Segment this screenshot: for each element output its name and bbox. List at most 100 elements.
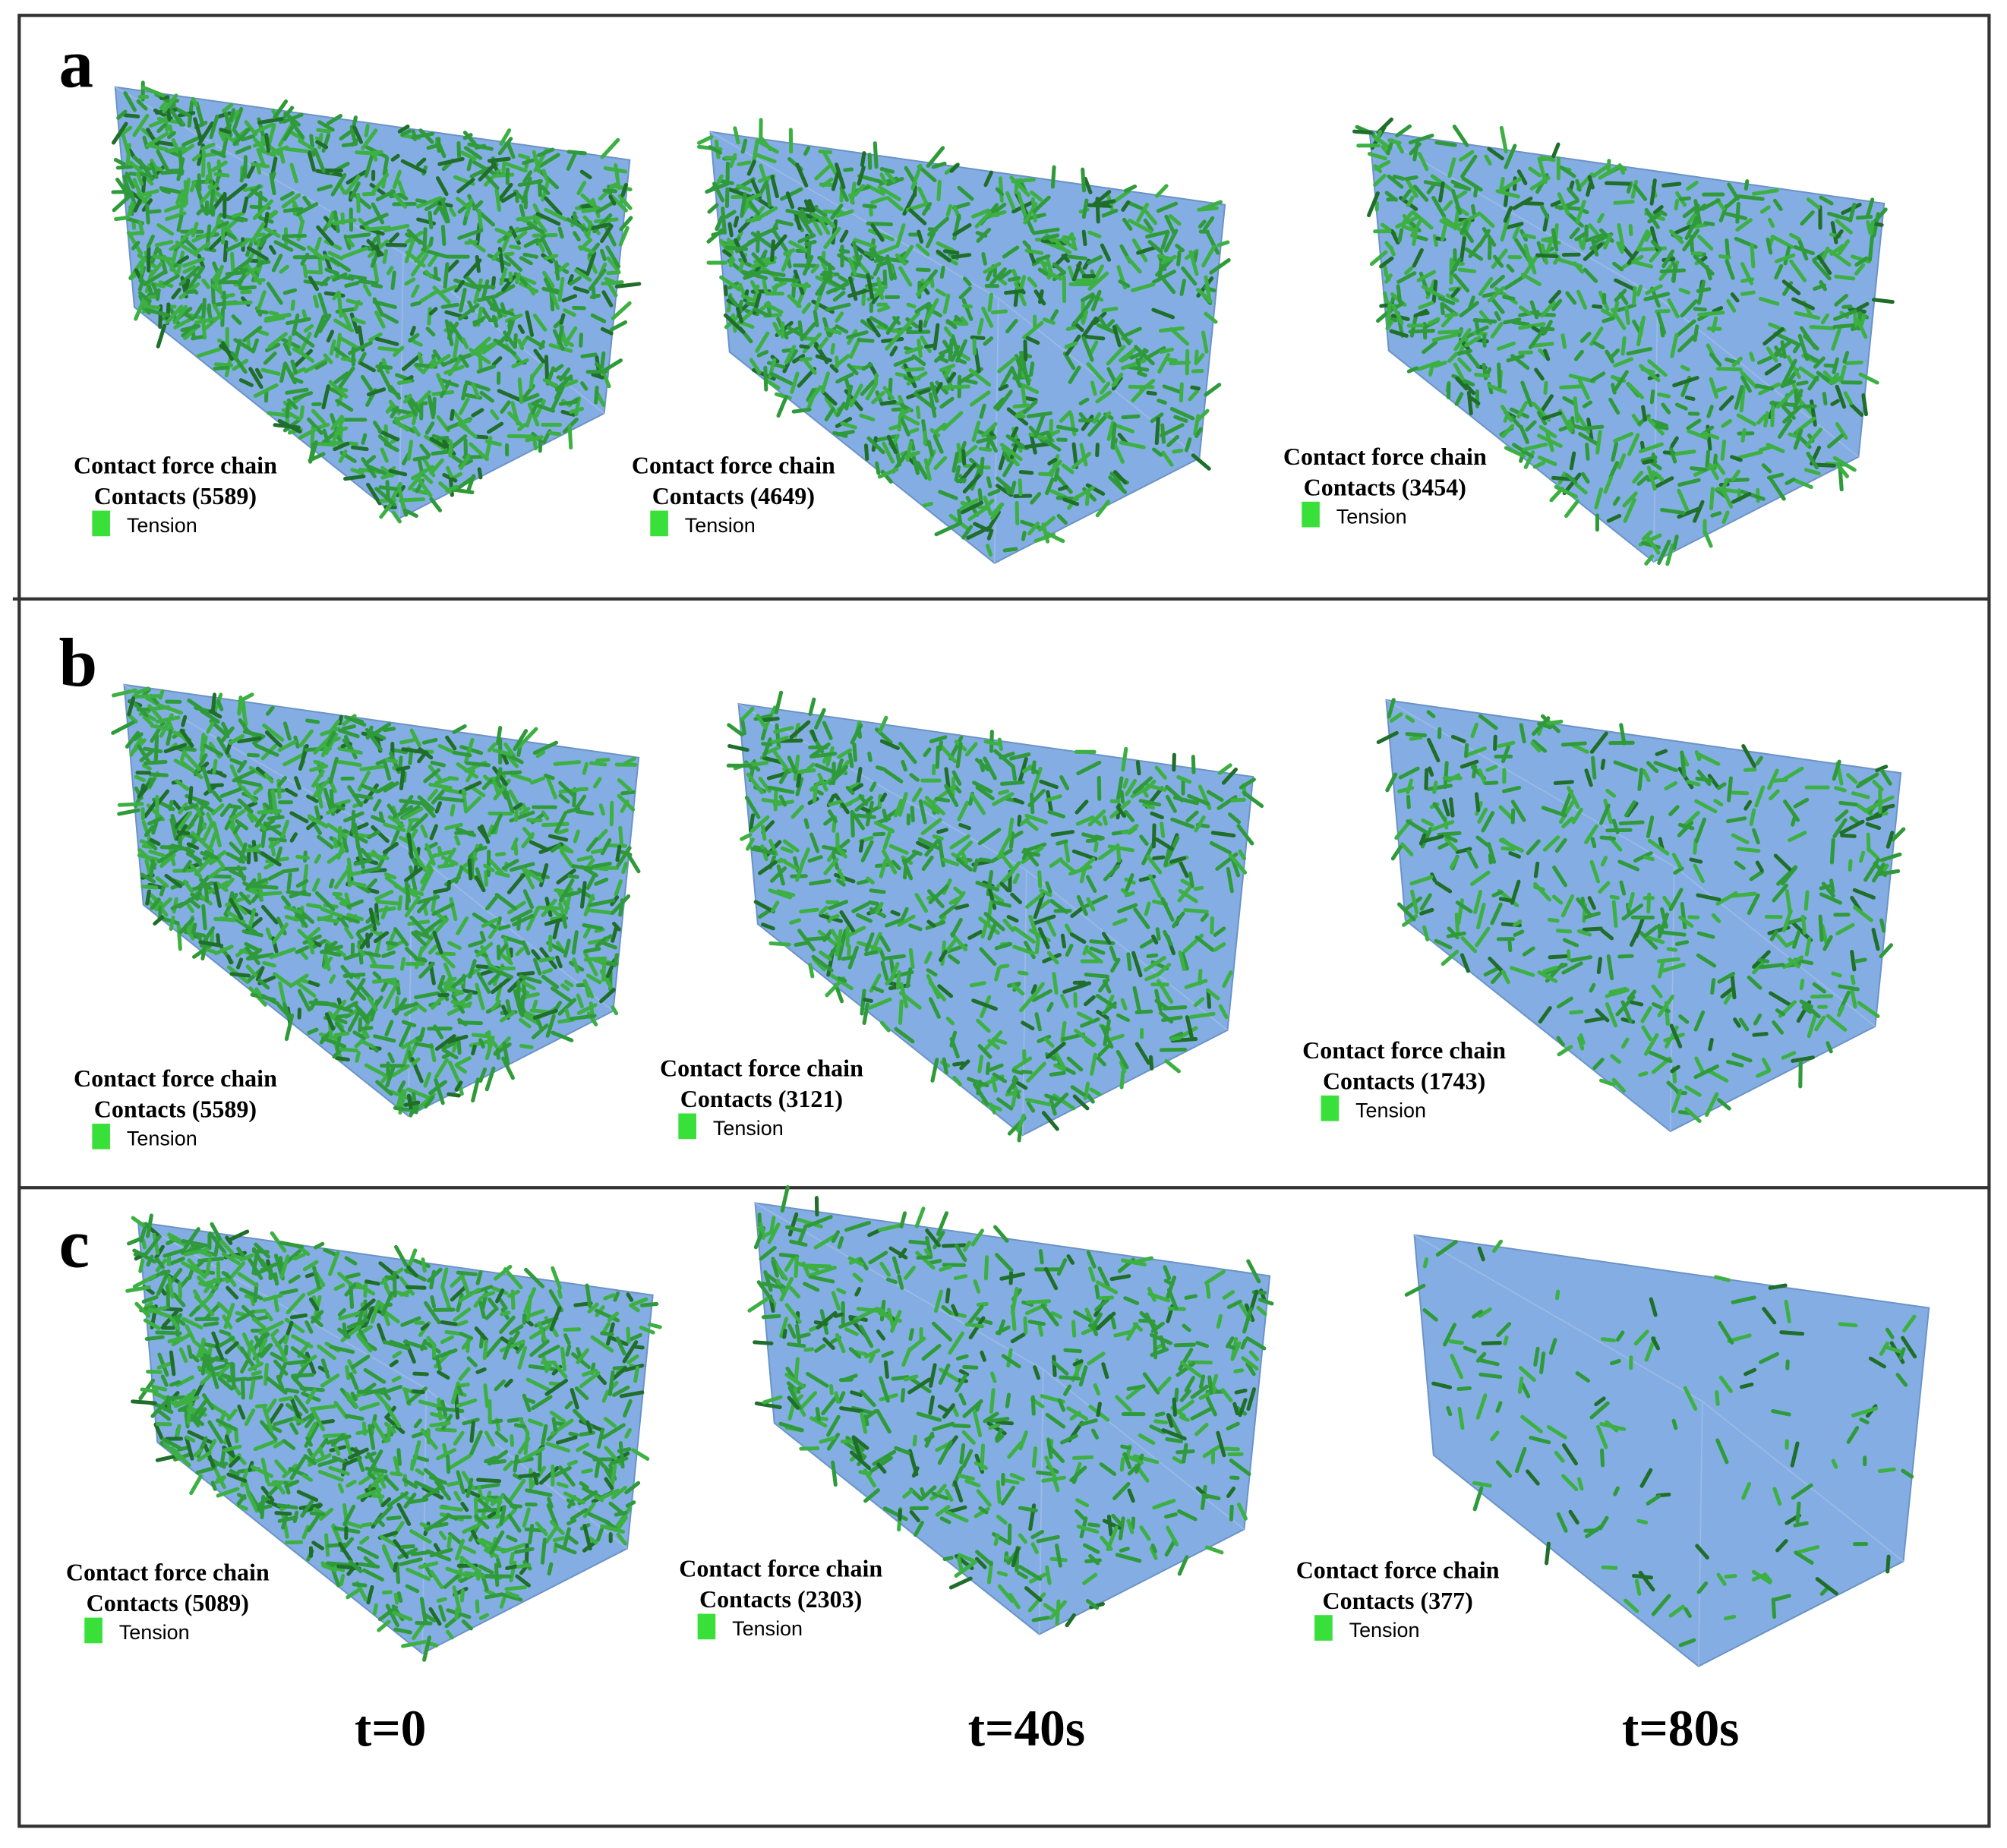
fiber	[376, 781, 394, 793]
fiber	[1404, 175, 1418, 181]
fiber	[977, 317, 984, 336]
fiber	[836, 402, 847, 418]
fiber	[1646, 761, 1659, 774]
fiber	[385, 1065, 396, 1088]
fiber	[210, 692, 217, 714]
fiber	[1836, 1004, 1845, 1017]
fiber	[397, 192, 409, 200]
fiber	[1409, 142, 1422, 156]
fiber	[204, 850, 219, 860]
fiber	[1752, 828, 1760, 845]
fiber	[1076, 1011, 1093, 1021]
fiber	[1022, 1049, 1027, 1064]
fiber	[212, 304, 223, 320]
fiber	[1569, 227, 1580, 240]
fiber	[848, 276, 858, 301]
fiber	[1042, 233, 1060, 241]
fiber	[454, 830, 475, 835]
fiber	[423, 768, 441, 784]
fiber	[1050, 309, 1059, 321]
fiber	[554, 260, 560, 281]
fiber	[403, 866, 423, 883]
fiber	[1112, 470, 1128, 485]
fiber	[1557, 1045, 1573, 1057]
fiber	[1196, 408, 1210, 422]
fiber	[155, 715, 181, 724]
fiber	[1462, 220, 1472, 238]
fiber	[1827, 434, 1844, 449]
fiber	[866, 318, 881, 338]
fiber	[1030, 984, 1037, 995]
fiber	[409, 915, 430, 936]
fiber	[431, 902, 455, 916]
fiber	[1665, 543, 1675, 566]
fiber	[1428, 766, 1434, 777]
fiber	[1671, 853, 1683, 869]
fiber	[1013, 281, 1027, 307]
fiber	[432, 349, 446, 367]
fiber	[1829, 372, 1840, 385]
fiber	[140, 189, 159, 197]
fiber	[595, 200, 617, 214]
fiber	[397, 125, 410, 134]
fiber	[1693, 1010, 1706, 1032]
fiber	[1074, 1028, 1097, 1047]
fiber	[434, 1034, 456, 1052]
fiber	[380, 905, 389, 919]
fiber	[412, 455, 431, 462]
fiber	[268, 840, 281, 849]
fiber	[147, 840, 158, 851]
fiber	[1588, 223, 1599, 236]
fiber	[1154, 417, 1160, 446]
fiber	[1770, 234, 1794, 249]
fiber	[1176, 774, 1192, 784]
fiber	[337, 335, 358, 349]
fiber	[969, 981, 986, 988]
fiber	[351, 809, 356, 834]
fiber	[1712, 306, 1724, 314]
fiber	[1081, 310, 1089, 325]
fiber	[866, 876, 875, 885]
fiber	[175, 194, 182, 206]
fiber	[406, 440, 414, 461]
fiber	[1190, 385, 1201, 391]
fiber	[1466, 390, 1473, 415]
fiber	[1070, 235, 1077, 249]
fiber	[1078, 295, 1096, 319]
fiber	[1111, 372, 1124, 387]
fiber	[155, 875, 169, 888]
fiber	[869, 888, 886, 894]
fiber	[1012, 873, 1020, 885]
fiber	[1799, 999, 1813, 1009]
fiber	[139, 749, 155, 762]
fiber	[873, 434, 898, 443]
fiber	[256, 309, 269, 314]
fiber	[399, 1025, 412, 1048]
fiber	[371, 850, 381, 861]
fiber	[822, 721, 833, 740]
fiber	[1050, 235, 1067, 252]
fiber	[1426, 184, 1436, 194]
fiber	[271, 922, 289, 944]
fiber	[150, 897, 161, 910]
fiber	[1856, 318, 1868, 339]
fiber	[1651, 453, 1658, 464]
fiber	[1066, 1056, 1084, 1072]
fiber	[861, 362, 873, 371]
fiber	[245, 946, 260, 966]
fiber	[1755, 860, 1764, 872]
fiber	[339, 914, 360, 924]
fiber	[1067, 265, 1076, 282]
fiber	[476, 972, 491, 994]
fiber	[482, 863, 495, 872]
fiber	[706, 228, 724, 244]
fiber	[1459, 953, 1470, 973]
fiber	[281, 193, 301, 209]
fiber	[283, 905, 303, 914]
fiber	[459, 453, 471, 471]
fiber	[1504, 446, 1526, 459]
fiber	[1564, 499, 1580, 519]
fiber	[977, 1055, 984, 1074]
fiber	[112, 193, 133, 213]
fiber	[579, 333, 583, 348]
